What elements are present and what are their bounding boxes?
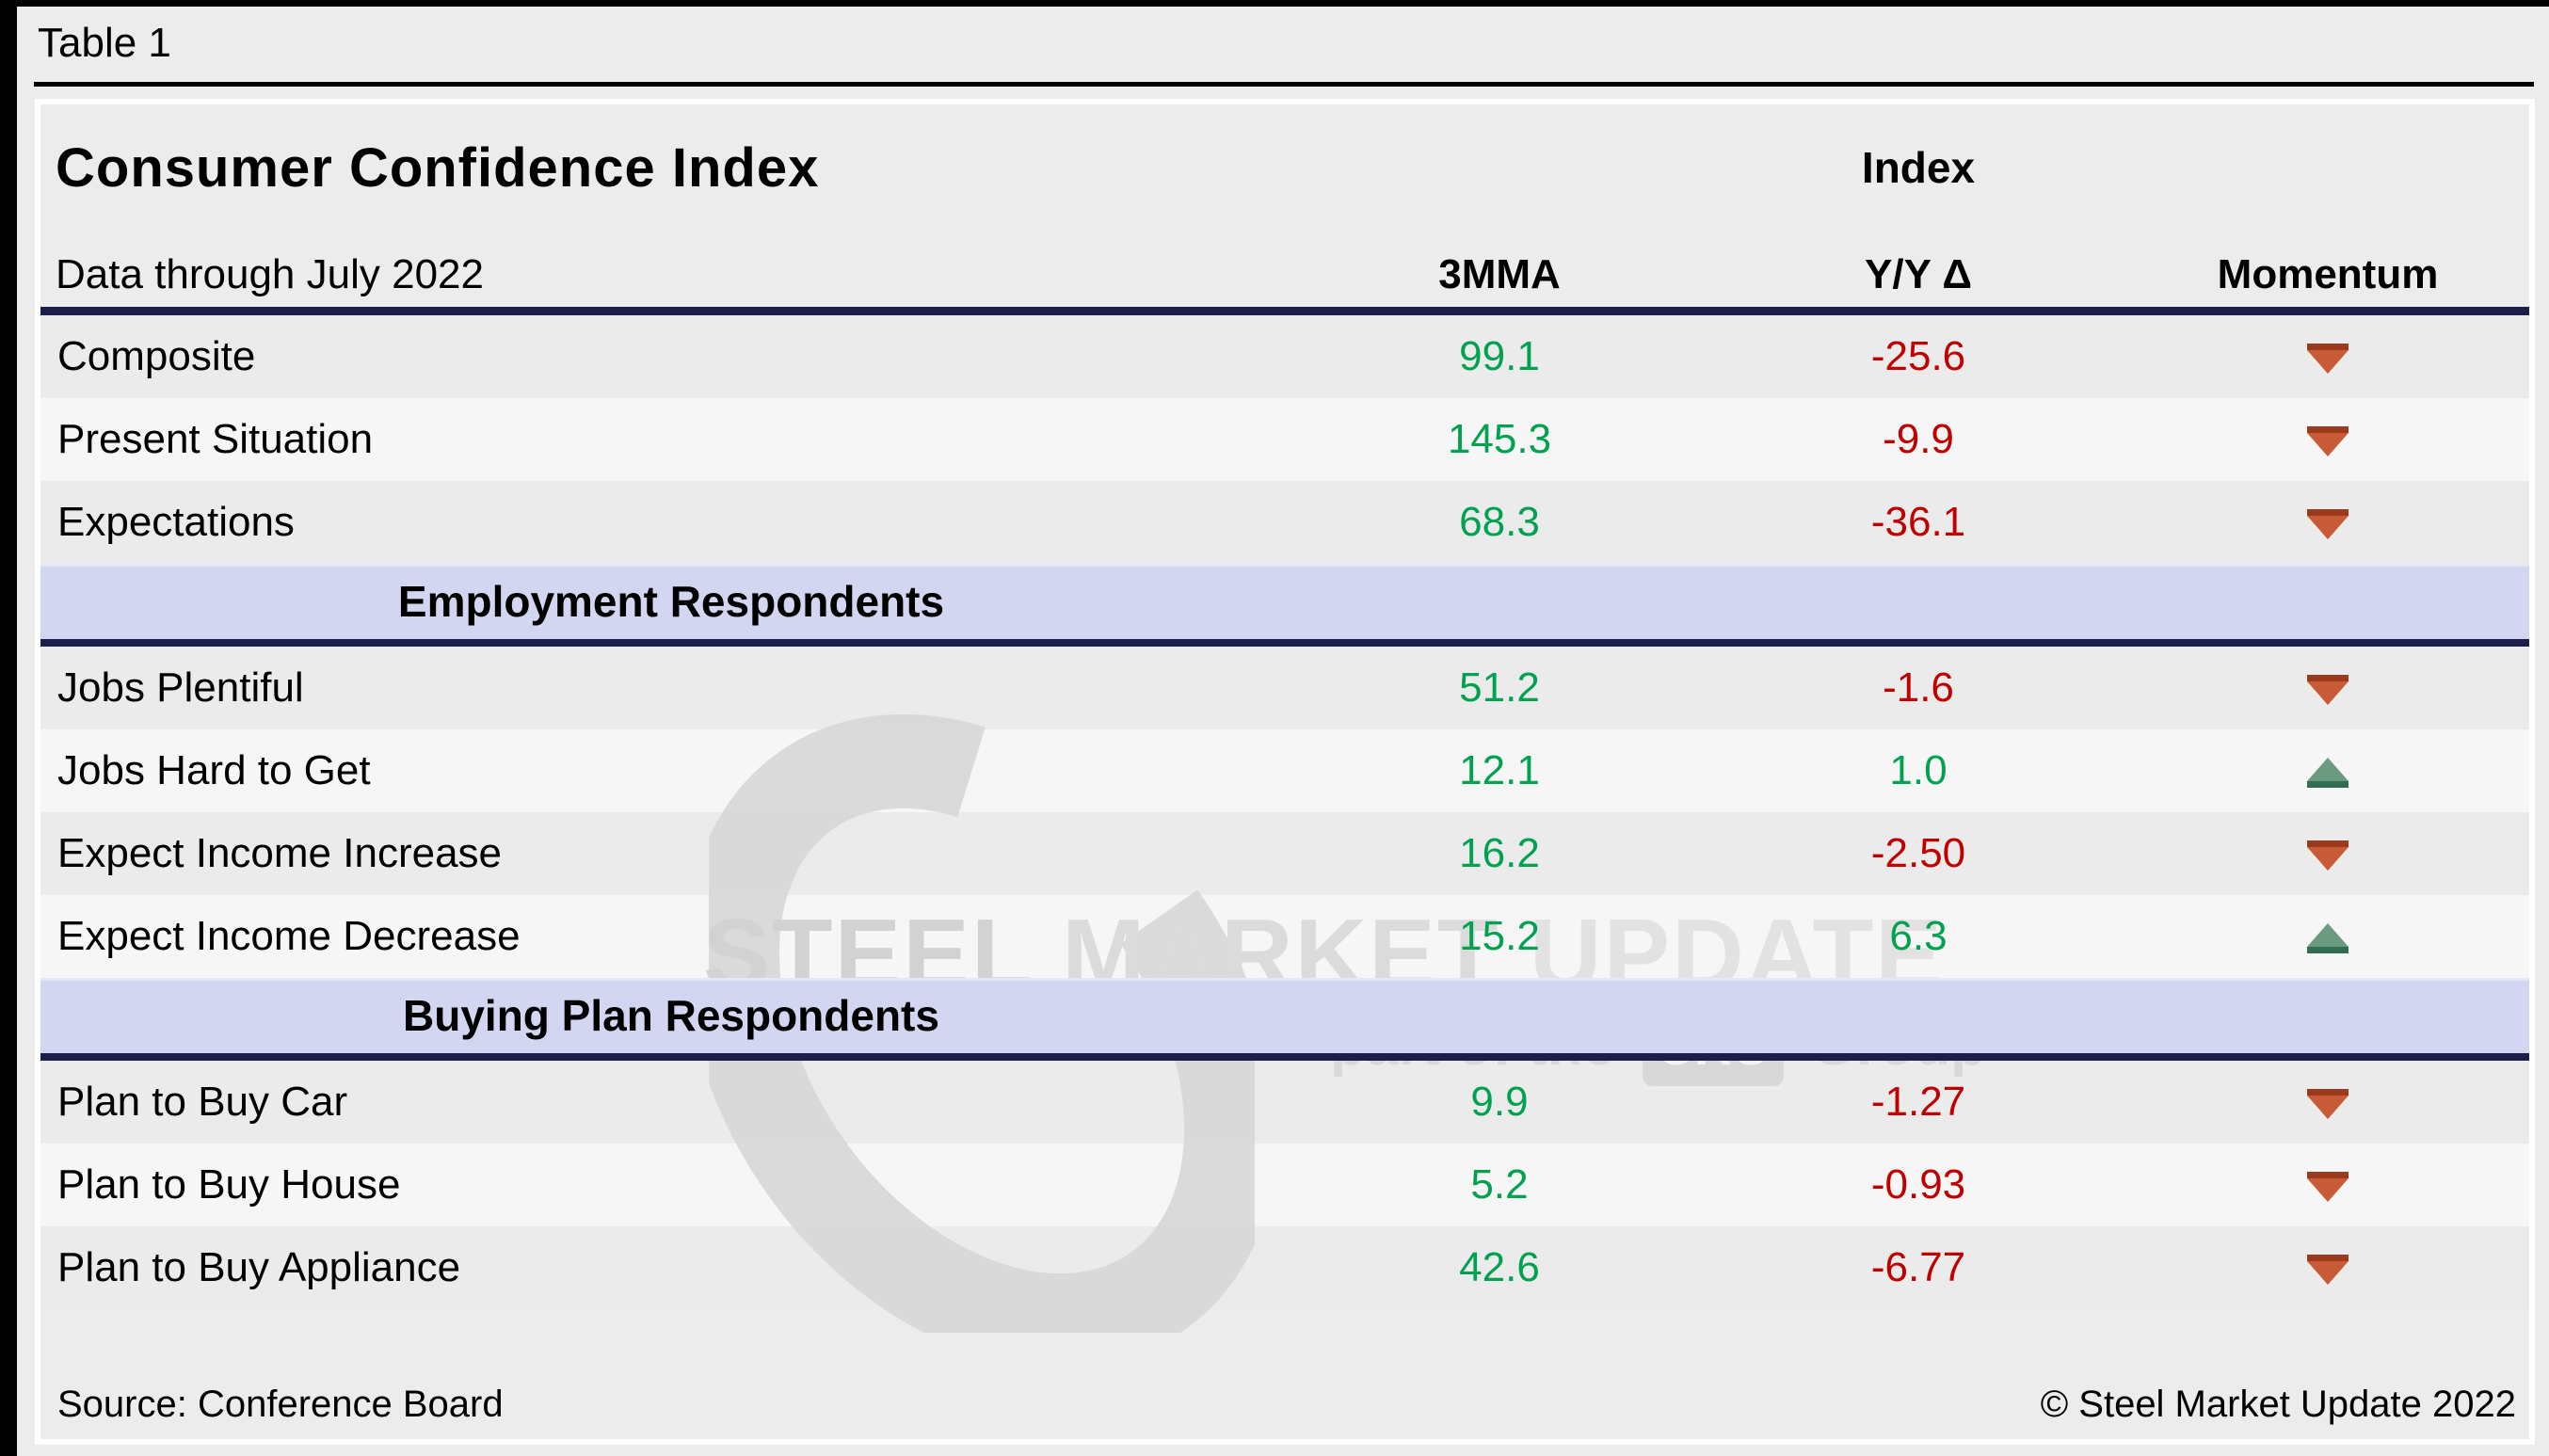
row-label: Plan to Buy Car bbox=[57, 1079, 348, 1125]
momentum-arrow-icon bbox=[2307, 425, 2349, 457]
data-through-label: Data through July 2022 bbox=[56, 251, 484, 297]
row-label: Plan to Buy House bbox=[57, 1161, 401, 1208]
table-row: Jobs Plentiful 51.2 -1.6 bbox=[40, 647, 2529, 729]
row-momentum-cell bbox=[2140, 1061, 2516, 1144]
left-black-bar bbox=[0, 0, 17, 1456]
row-momentum-cell bbox=[2140, 1226, 2516, 1309]
table-row: Expect Income Decrease 15.2 6.3 bbox=[40, 895, 2529, 978]
row-label: Plan to Buy Appliance bbox=[57, 1244, 461, 1290]
source-note: Source: Conference Board bbox=[57, 1384, 504, 1425]
row-label: Expectations bbox=[57, 499, 295, 545]
top-black-bar bbox=[0, 0, 2549, 7]
panel-title: Consumer Confidence Index bbox=[56, 137, 820, 199]
momentum-arrow-icon bbox=[2307, 922, 2349, 954]
table-row: Present Situation 145.3 -9.9 bbox=[40, 398, 2529, 481]
section-header-employment: Employment Respondents bbox=[40, 564, 2529, 647]
row-yoy-value: -9.9 bbox=[1883, 416, 1954, 462]
momentum-arrow-icon bbox=[2307, 840, 2349, 872]
row-3mma-value: 9.9 bbox=[1470, 1079, 1529, 1125]
table-number-rule bbox=[34, 82, 2534, 87]
section-header-label: Employment Respondents bbox=[397, 577, 945, 626]
row-3mma-value: 16.2 bbox=[1459, 830, 1540, 876]
table-row: Plan to Buy Appliance 42.6 -6.77 bbox=[40, 1226, 2529, 1309]
row-yoy-value: -2.50 bbox=[1870, 830, 1966, 876]
row-yoy-value: -1.6 bbox=[1883, 664, 1954, 711]
momentum-arrow-icon bbox=[2307, 343, 2349, 375]
momentum-arrow-icon bbox=[2307, 757, 2349, 789]
row-yoy-value: -36.1 bbox=[1870, 499, 1966, 545]
table-row: Jobs Hard to Get 12.1 1.0 bbox=[40, 729, 2529, 812]
row-label: Jobs Plentiful bbox=[57, 664, 304, 711]
row-yoy-value: 1.0 bbox=[1889, 747, 1948, 793]
column-header-yoy-delta: Y/Y Δ bbox=[1865, 251, 1972, 297]
momentum-arrow-icon bbox=[2307, 674, 2349, 706]
table-body: Composite 99.1 -25.6 Present Situation 1… bbox=[40, 315, 2529, 1309]
consumer-confidence-panel: Consumer Confidence Index Index Data thr… bbox=[35, 99, 2535, 1445]
momentum-arrow-icon bbox=[2307, 1171, 2349, 1203]
row-3mma-value: 12.1 bbox=[1459, 747, 1540, 793]
row-3mma-value: 68.3 bbox=[1459, 499, 1540, 545]
momentum-arrow-icon bbox=[2307, 1254, 2349, 1286]
row-momentum-cell bbox=[2140, 315, 2516, 398]
section-header-label: Buying Plan Respondents bbox=[403, 991, 939, 1040]
row-3mma-value: 42.6 bbox=[1459, 1244, 1540, 1290]
row-3mma-value: 5.2 bbox=[1470, 1161, 1529, 1208]
row-yoy-value: 6.3 bbox=[1889, 913, 1948, 959]
row-yoy-value: -0.93 bbox=[1870, 1161, 1966, 1208]
row-momentum-cell bbox=[2140, 729, 2516, 812]
row-3mma-value: 15.2 bbox=[1459, 913, 1540, 959]
row-yoy-value: -1.27 bbox=[1870, 1079, 1966, 1125]
row-momentum-cell bbox=[2140, 398, 2516, 481]
row-label: Expect Income Decrease bbox=[57, 913, 521, 959]
index-group-header: Index bbox=[1861, 143, 1976, 192]
row-3mma-value: 51.2 bbox=[1459, 664, 1540, 711]
row-yoy-value: -6.77 bbox=[1870, 1244, 1966, 1290]
row-momentum-cell bbox=[2140, 812, 2516, 895]
row-label: Jobs Hard to Get bbox=[57, 747, 371, 793]
table-number-label: Table 1 bbox=[38, 20, 171, 66]
row-momentum-cell bbox=[2140, 647, 2516, 729]
row-momentum-cell bbox=[2140, 1144, 2516, 1226]
row-momentum-cell bbox=[2140, 481, 2516, 564]
column-header-3mma: 3MMA bbox=[1438, 251, 1561, 297]
momentum-arrow-icon bbox=[2307, 1088, 2349, 1120]
table-row: Expect Income Increase 16.2 -2.50 bbox=[40, 812, 2529, 895]
row-yoy-value: -25.6 bbox=[1870, 333, 1966, 379]
momentum-arrow-icon bbox=[2307, 508, 2349, 540]
copyright-note: © Steel Market Update 2022 bbox=[2040, 1384, 2516, 1425]
header-divider-rule bbox=[40, 307, 2529, 315]
table-row: Composite 99.1 -25.6 bbox=[40, 315, 2529, 398]
column-header-momentum: Momentum bbox=[2217, 251, 2439, 297]
row-3mma-value: 145.3 bbox=[1447, 416, 1552, 462]
table-row: Expectations 68.3 -36.1 bbox=[40, 481, 2529, 564]
table-row: Plan to Buy Car 9.9 -1.27 bbox=[40, 1061, 2529, 1144]
row-3mma-value: 99.1 bbox=[1459, 333, 1540, 379]
row-momentum-cell bbox=[2140, 895, 2516, 978]
table-row: Plan to Buy House 5.2 -0.93 bbox=[40, 1144, 2529, 1226]
row-label: Composite bbox=[57, 333, 256, 379]
row-label: Present Situation bbox=[57, 416, 374, 462]
section-header-buying-plan: Buying Plan Respondents bbox=[40, 978, 2529, 1061]
row-label: Expect Income Increase bbox=[57, 830, 503, 876]
